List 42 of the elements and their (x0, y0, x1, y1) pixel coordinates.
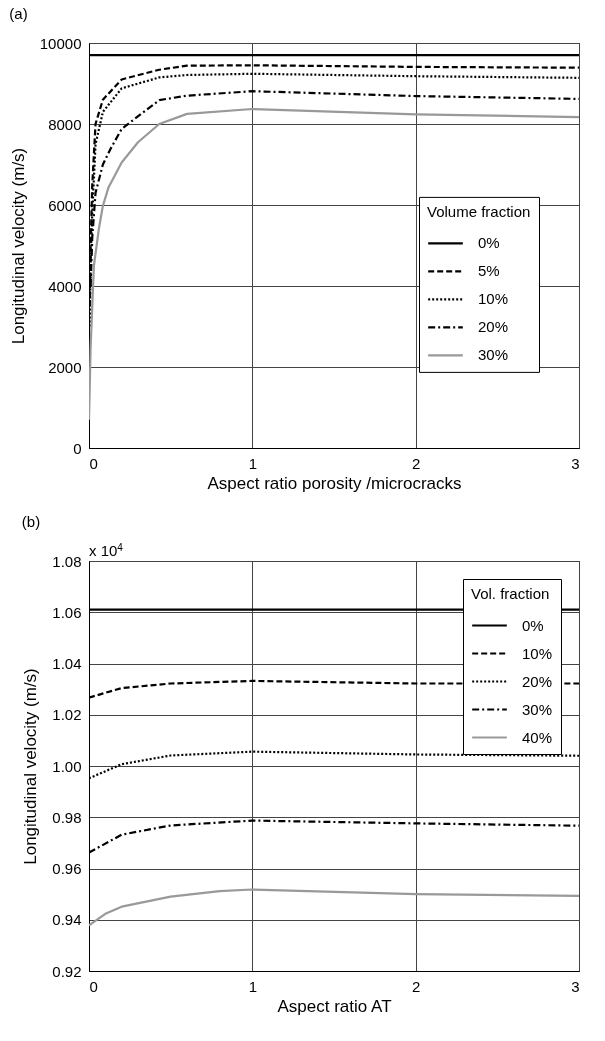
y-tick-label: 10000 (39, 34, 82, 52)
y-tick-label: 0 (73, 439, 82, 457)
legend-label: 0% (478, 234, 500, 252)
text: x 10$^{4}$ (89, 541, 124, 559)
y-tick-label: 6000 (48, 196, 82, 214)
y-tick-label: 1.02 (52, 706, 82, 724)
legend-label: 30% (478, 346, 509, 364)
legend-label: 20% (478, 318, 509, 336)
y-tick-label: 0.94 (52, 911, 82, 929)
y-tick-label: 2000 (48, 358, 82, 376)
legend-label: 20% (522, 672, 553, 690)
legend-label: 30% (522, 700, 553, 718)
x-tick-label: 1 (248, 454, 258, 472)
legend-title: Volume fraction (427, 202, 531, 220)
chart-title: (b) (21, 513, 41, 530)
y-tick-label: 0.92 (52, 962, 82, 980)
y-tick-label: 8000 (48, 115, 82, 133)
x-tick-label: 0 (89, 454, 98, 472)
legend-label: 10% (522, 644, 553, 662)
y-axis-title: Longitudinal velocity (m/s) (21, 668, 41, 865)
x-tick-label: 3 (571, 977, 580, 995)
x-tick-label: 3 (571, 454, 580, 472)
legend-title: Vol. fraction (471, 585, 550, 602)
legend-label: 5% (478, 262, 500, 280)
x-axis-title: Aspect ratio AT (277, 996, 392, 1016)
y-tick-label: 0.98 (52, 808, 82, 826)
legend-label: 40% (522, 728, 553, 746)
x-tick-label: 1 (248, 977, 258, 995)
x-tick-label: 2 (411, 454, 421, 472)
legend-label: 0% (522, 616, 544, 634)
y-tick-label: 1.04 (52, 655, 82, 672)
y-tick-label: 4000 (48, 277, 82, 295)
chart-title: (a) (9, 5, 28, 22)
y-tick-label: 0.96 (52, 860, 82, 877)
x-tick-label: 2 (411, 977, 421, 995)
x-axis-title: Aspect ratio porosity /microcracks (207, 473, 462, 493)
y-tick-label: 1.06 (52, 603, 82, 621)
legend-label: 10% (478, 290, 509, 308)
y-tick-label: 1.00 (52, 757, 82, 775)
y-tick-label: 1.08 (52, 552, 82, 570)
x-tick-label: 0 (89, 977, 98, 995)
y-axis-title: Longitudinal velocity (m/s) (8, 147, 28, 345)
